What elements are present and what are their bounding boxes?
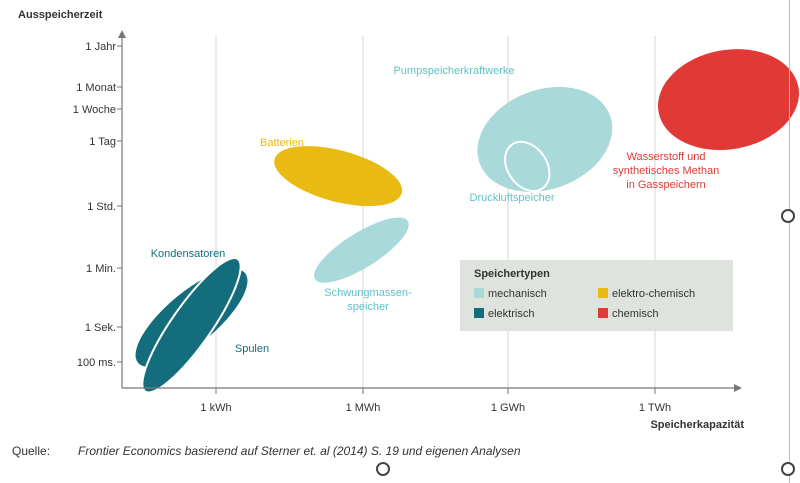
- label-gasspeicher-0: Wasserstoff und: [627, 151, 706, 163]
- y-tick-label-2: 1 Min.: [86, 263, 116, 275]
- page-marker: [376, 462, 390, 476]
- y-tick-label-4: 1 Tag: [89, 136, 116, 148]
- y-tick-label-0: 100 ms.: [77, 357, 116, 369]
- label-batterien: Batterien: [260, 137, 304, 149]
- legend-label-2: elektrisch: [488, 308, 534, 320]
- legend-label-1: elektro-chemisch: [612, 288, 695, 300]
- label-kondensatoren: Kondensatoren: [151, 248, 226, 260]
- x-tick-label-2: 1 GWh: [491, 402, 525, 414]
- legend-label-3: chemisch: [612, 308, 658, 320]
- storage-regions: [135, 49, 800, 394]
- label-schwungmassenspeicher-0: Schwungmassen-: [324, 287, 412, 299]
- region-gasspeicher: [657, 49, 800, 151]
- legend-box: [460, 260, 733, 331]
- legend-label-0: mechanisch: [488, 288, 547, 300]
- scroll-handle-bottom[interactable]: [781, 462, 795, 476]
- axes: [118, 30, 742, 392]
- y-axis-arrow: [118, 30, 126, 38]
- legend-swatch-1: [598, 288, 608, 298]
- legend-swatch-3: [598, 308, 608, 318]
- label-gasspeicher-1: synthetisches Methan: [613, 165, 719, 177]
- legend-title: Speichertypen: [474, 268, 550, 280]
- label-schwungmassenspeicher-1: speicher: [347, 301, 389, 313]
- y-tick-label-1: 1 Sek.: [85, 322, 116, 334]
- x-ticks: 1 kWh 1 MWh 1 GWh 1 TWh: [200, 388, 671, 414]
- label-spulen: Spulen: [235, 343, 269, 355]
- y-tick-label-3: 1 Std.: [87, 201, 116, 213]
- x-axis-arrow: [734, 384, 742, 392]
- scroll-handle-top[interactable]: [781, 209, 795, 223]
- scroll-track: [789, 0, 790, 483]
- source-text: Frontier Economics basierend auf Sterner…: [78, 444, 521, 458]
- x-tick-label-3: 1 TWh: [639, 402, 671, 414]
- x-tick-label-0: 1 kWh: [200, 402, 231, 414]
- y-axis-title: Ausspeicherzeit: [18, 9, 103, 21]
- region-labels: Pumpspeicherkraftwerke Druckluftspeicher W…: [151, 65, 720, 355]
- x-tick-label-1: 1 MWh: [346, 402, 381, 414]
- region-batterien: [274, 146, 403, 207]
- label-druckluftspeicher: Druckluftspeicher: [470, 192, 555, 204]
- x-axis-title: Speicherkapazität: [650, 419, 744, 431]
- y-tick-label-6: 1 Monat: [76, 82, 116, 94]
- source-note: Quelle: Frontier Economics basierend auf …: [12, 444, 521, 458]
- y-ticks: 100 ms. 1 Sek. 1 Min. 1 Std. 1 Tag 1 Woche 1 M…: [73, 41, 122, 369]
- label-gasspeicher-2: in Gasspeichern: [626, 179, 706, 191]
- legend: Speichertypen mechanisch elektro-chemisch e…: [460, 260, 733, 331]
- legend-swatch-2: [474, 308, 484, 318]
- region-pumpspeicher: [477, 86, 613, 192]
- region-schwungmassenspeicher: [314, 217, 409, 283]
- legend-swatch-0: [474, 288, 484, 298]
- source-label: Quelle:: [12, 444, 51, 458]
- region-druckluftspeicher: [504, 140, 551, 192]
- y-tick-label-7: 1 Jahr: [85, 41, 116, 53]
- label-pumpspeicher: Pumpspeicherkraftwerke: [393, 65, 514, 77]
- region-spulen: [141, 257, 242, 394]
- y-tick-label-5: 1 Woche: [73, 104, 116, 116]
